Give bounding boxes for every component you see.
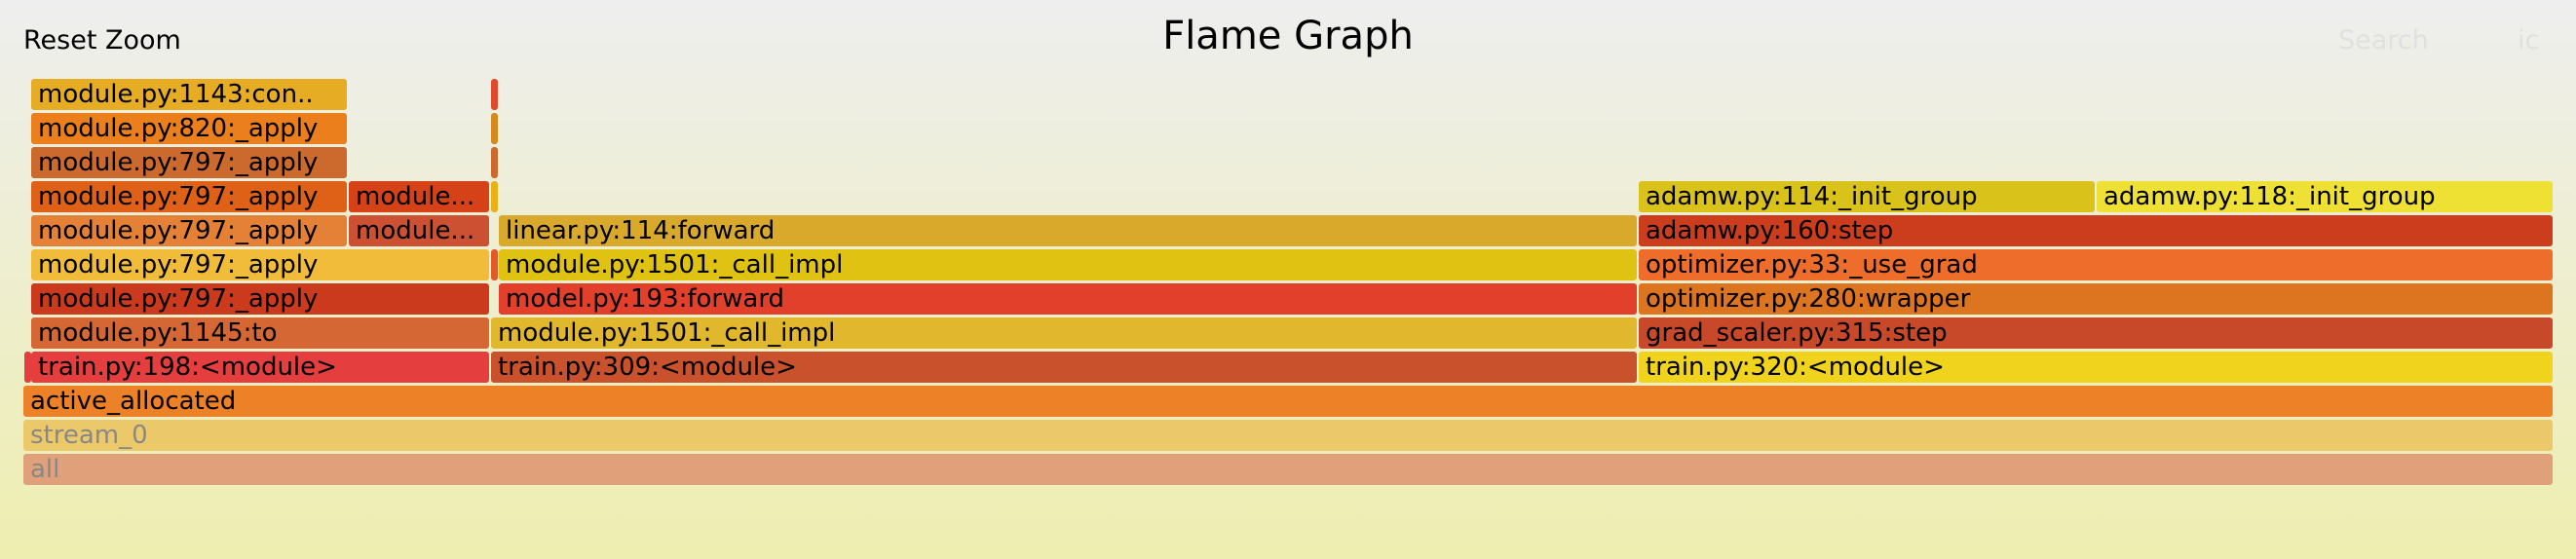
- flame-frame-label: linear.py:114:forward: [506, 216, 776, 245]
- flame-frame[interactable]: module.py:820:_apply: [31, 113, 347, 144]
- flame-frame-label: module.py:1145:to: [38, 318, 278, 348]
- flame-frame-label: train.py:309:<module>: [498, 353, 797, 382]
- flame-frame-label: adamw.py:114:_init_group: [1646, 182, 1978, 211]
- flame-frame[interactable]: module.py:797:_apply: [31, 283, 489, 315]
- flame-frame-label: module.py:1501:_call_impl: [498, 318, 836, 348]
- flame-frame[interactable]: [491, 113, 498, 144]
- flame-frame-label: train.py:320:<module>: [1646, 353, 1945, 382]
- flame-frame-label: module.py:820:_apply: [38, 114, 319, 143]
- search-button[interactable]: Search: [2338, 25, 2429, 56]
- flame-frame[interactable]: train.py:309:<module>: [491, 352, 1637, 383]
- flame-frame-label: optimizer.py:33:_use_grad: [1646, 250, 1978, 280]
- flame-frame[interactable]: module.py:797:_apply: [31, 249, 489, 280]
- flame-frame-label: all: [30, 455, 60, 484]
- flame-frame-label: train.py:198:<module>: [38, 353, 337, 382]
- flame-frame[interactable]: [491, 147, 498, 178]
- flame-frame[interactable]: module...: [349, 181, 489, 212]
- flame-frame-label: module...: [356, 216, 475, 245]
- flame-frame[interactable]: module.py:1501:_call_impl: [491, 317, 1637, 349]
- flame-frame-label: model.py:193:forward: [506, 284, 785, 314]
- flame-frame[interactable]: module...: [349, 215, 489, 246]
- flame-frame-label: adamw.py:160:step: [1646, 216, 1894, 245]
- flame-frame[interactable]: optimizer.py:280:wrapper: [1639, 283, 2553, 315]
- flame-frame-label: module.py:797:_apply: [38, 284, 319, 314]
- flame-frame[interactable]: stream_0: [23, 420, 2553, 451]
- flame-frame-label: stream_0: [30, 421, 148, 450]
- flame-frame[interactable]: linear.py:114:forward: [499, 215, 1637, 246]
- flame-frame[interactable]: [491, 181, 498, 212]
- flame-frame[interactable]: module.py:1143:con..: [31, 79, 347, 110]
- flame-frame-label: module.py:1143:con..: [38, 80, 314, 109]
- flame-frame[interactable]: adamw.py:160:step: [1639, 215, 2553, 246]
- flame-frame[interactable]: [491, 79, 498, 110]
- flame-frame[interactable]: grad_scaler.py:315:step: [1639, 317, 2553, 349]
- flame-frame[interactable]: optimizer.py:33:_use_grad: [1639, 249, 2553, 280]
- reset-zoom-button[interactable]: Reset Zoom: [23, 25, 181, 56]
- flame-frame-label: module.py:797:_apply: [38, 148, 319, 177]
- flame-frame[interactable]: model.py:193:forward: [499, 283, 1637, 315]
- flame-frame[interactable]: adamw.py:114:_init_group: [1639, 181, 2095, 212]
- flame-frame[interactable]: active_allocated: [23, 386, 2553, 417]
- flame-frame[interactable]: module.py:797:_apply: [31, 181, 347, 212]
- flame-frame-label: module.py:797:_apply: [38, 182, 319, 211]
- flame-frame[interactable]: train.py:320:<module>: [1639, 352, 2553, 383]
- ignorecase-toggle[interactable]: ic: [2518, 25, 2540, 56]
- flame-frame[interactable]: module.py:797:_apply: [31, 215, 347, 246]
- flame-frame[interactable]: module.py:797:_apply: [31, 147, 347, 178]
- flame-frame-label: adamw.py:118:_init_group: [2103, 182, 2436, 211]
- flame-frame-label: module.py:1501:_call_impl: [506, 250, 844, 280]
- flame-frame[interactable]: adamw.py:118:_init_group: [2097, 181, 2553, 212]
- flame-frame[interactable]: module.py:1501:_call_impl: [499, 249, 1637, 280]
- flame-frame-label: module.py:797:_apply: [38, 216, 319, 245]
- flame-frame-label: active_allocated: [30, 387, 237, 416]
- flame-frame[interactable]: module.py:1145:to: [31, 317, 489, 349]
- flame-frame-label: module.py:797:_apply: [38, 250, 319, 280]
- flame-frame-label: module...: [356, 182, 475, 211]
- flame-frame-label: grad_scaler.py:315:step: [1646, 318, 1948, 348]
- flame-frame-label: optimizer.py:280:wrapper: [1646, 284, 1971, 314]
- flame-frame[interactable]: train.py:198:<module>: [31, 352, 489, 383]
- flame-frame[interactable]: [491, 249, 498, 280]
- flame-frame[interactable]: all: [23, 454, 2553, 485]
- flame-frame[interactable]: [24, 352, 31, 383]
